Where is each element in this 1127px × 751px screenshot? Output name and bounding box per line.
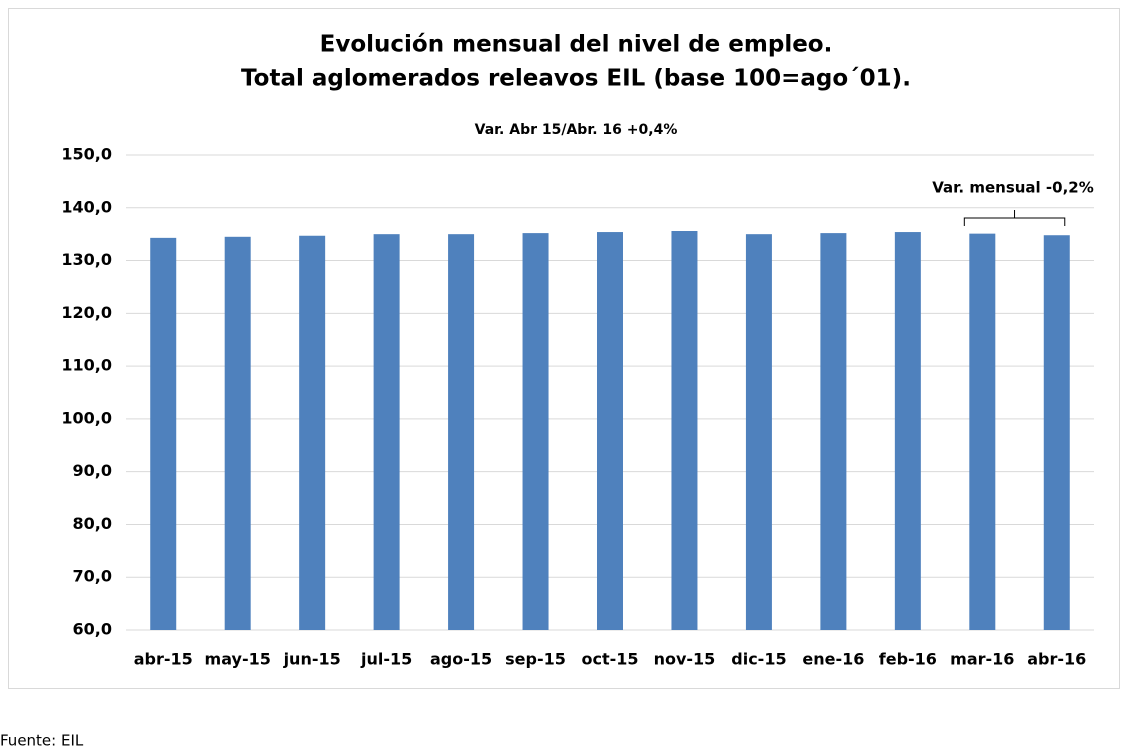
chart-title: Evolución mensual del nivel de empleo. bbox=[320, 32, 833, 58]
y-tick-label: 80,0 bbox=[73, 514, 112, 533]
x-tick-label: ene-16 bbox=[802, 650, 864, 669]
x-tick-label: mar-16 bbox=[950, 650, 1014, 669]
annotation: Var. mensual -0,2% bbox=[932, 179, 1094, 197]
x-tick-label: feb-16 bbox=[879, 650, 937, 669]
chart-subtitle: Var. Abr 15/Abr. 16 +0,4% bbox=[475, 122, 678, 138]
y-tick-label: 140,0 bbox=[61, 197, 112, 216]
bar bbox=[894, 232, 921, 631]
y-tick-label: 70,0 bbox=[73, 567, 112, 586]
y-tick-label: 120,0 bbox=[61, 303, 112, 322]
x-tick-label: abr-15 bbox=[134, 650, 193, 669]
bar bbox=[597, 232, 623, 631]
x-tick-label: oct-15 bbox=[581, 650, 638, 669]
bar bbox=[448, 234, 475, 630]
x-tick-label: jul-15 bbox=[360, 650, 412, 669]
x-tick-label: jun-15 bbox=[283, 650, 341, 669]
chart-title: Total aglomerados releavos EIL (base 100… bbox=[241, 66, 911, 92]
bar bbox=[969, 233, 996, 630]
x-tick-label: sep-15 bbox=[505, 650, 566, 669]
bar bbox=[1043, 235, 1070, 630]
bar bbox=[745, 234, 772, 630]
y-tick-label: 60,0 bbox=[73, 620, 112, 639]
y-tick-label: 130,0 bbox=[61, 250, 112, 269]
bar bbox=[671, 231, 698, 630]
bar bbox=[150, 237, 177, 630]
bar bbox=[373, 234, 400, 630]
x-tick-label: ago-15 bbox=[430, 650, 492, 669]
x-tick-label: nov-15 bbox=[654, 650, 716, 669]
y-tick-label: 110,0 bbox=[61, 356, 112, 375]
x-tick-label: dic-15 bbox=[731, 650, 786, 669]
bar bbox=[299, 235, 326, 630]
bar bbox=[224, 236, 251, 631]
bar bbox=[820, 233, 847, 630]
y-tick-label: 150,0 bbox=[61, 145, 112, 164]
y-tick-label: 90,0 bbox=[73, 461, 112, 480]
source: Fuente: EIL bbox=[0, 732, 84, 750]
bracket bbox=[963, 210, 1066, 226]
bar bbox=[522, 233, 549, 630]
chart-border bbox=[8, 8, 1120, 689]
x-tick-label: may-15 bbox=[205, 650, 271, 669]
x-tick-label: abr-16 bbox=[1027, 650, 1086, 669]
y-tick-label: 100,0 bbox=[61, 408, 112, 427]
